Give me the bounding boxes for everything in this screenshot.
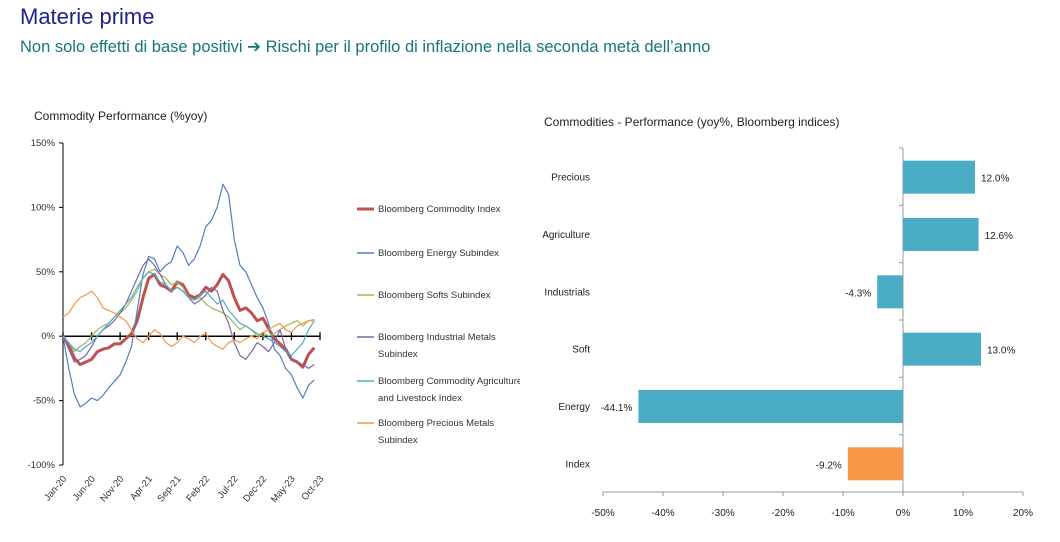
x-tick-label: Dec-22 <box>241 474 269 505</box>
value-label: 13.0% <box>987 346 1015 357</box>
x-tick-label: -10% <box>831 508 854 519</box>
x-tick-label: 20% <box>1013 508 1033 519</box>
y-tick-label: 50% <box>36 267 56 278</box>
category-label: Agriculture <box>542 230 590 241</box>
x-tick-label: -20% <box>771 508 794 519</box>
y-tick-label: 100% <box>31 202 56 213</box>
x-tick-label: May-23 <box>269 474 298 505</box>
category-label: Industrials <box>544 287 590 298</box>
legend-label: Bloomberg Commodity Agriculture and Lives… <box>378 376 520 404</box>
category-label: Soft <box>572 345 590 356</box>
legend-label: Bloomberg Commodity Index <box>378 204 501 215</box>
bar-soft <box>903 332 981 366</box>
series-line-5 <box>62 271 315 357</box>
y-tick-label: 0% <box>41 331 55 342</box>
series-line-6 <box>62 290 315 350</box>
x-tick-label: Oct-23 <box>300 474 327 503</box>
y-tick-label: -100% <box>28 460 56 471</box>
slide-title: Materie prime <box>20 4 155 29</box>
bar-chart-title: Commodities - Performance (yoy%, Bloombe… <box>544 115 839 129</box>
x-tick-label: -30% <box>711 508 734 519</box>
y-tick-label: -50% <box>33 396 56 407</box>
legend-label: Bloomberg Industrial Metals Subindex <box>378 332 496 360</box>
line-chart-title: Commodity Performance (%yoy) <box>34 109 207 123</box>
x-tick-label: Apr-21 <box>128 474 155 503</box>
value-label: -9.2% <box>816 460 842 471</box>
category-label: Index <box>566 459 590 470</box>
x-tick-label: Jun-20 <box>71 474 98 503</box>
value-label: 12.6% <box>985 231 1013 242</box>
bar-index <box>847 447 903 481</box>
category-label: Energy <box>558 402 590 413</box>
x-tick-label: Sep-21 <box>155 474 183 505</box>
x-tick-label: -40% <box>651 508 674 519</box>
category-label: Precious <box>551 173 590 184</box>
value-label: -44.1% <box>601 403 633 414</box>
x-tick-label: -50% <box>591 508 614 519</box>
x-tick-label: 0% <box>896 508 911 519</box>
x-tick-label: 10% <box>953 508 973 519</box>
line-chart: Commodity Performance (%yoy) 150% 100% 50%… <box>28 109 520 505</box>
series-line-2 <box>62 183 315 408</box>
bar-precious <box>903 160 975 194</box>
bar-industrials <box>877 275 903 309</box>
slide-subtitle: Non solo effetti di base positivi ➔ Risc… <box>20 38 711 56</box>
legend-label: Bloomberg Softs Subindex <box>378 290 491 301</box>
legend-label: Bloomberg Precious Metals Subindex <box>378 418 494 446</box>
x-tick-label: Nov-20 <box>98 474 126 505</box>
value-label: 12.0% <box>981 174 1009 185</box>
legend-label: Bloomberg Energy Subindex <box>378 248 499 259</box>
x-tick-label: Jul-22 <box>216 474 241 501</box>
series-line-1 <box>61 272 316 369</box>
x-tick-label: Jan-20 <box>42 474 69 503</box>
value-label: -4.3% <box>845 288 871 299</box>
bar-energy <box>638 390 903 423</box>
bar-chart: Commodities - Performance (yoy%, Bloombe… <box>542 115 1033 519</box>
x-tick-label: Feb-22 <box>184 474 212 504</box>
y-tick-label: 150% <box>31 138 56 149</box>
bar-agriculture <box>903 218 979 251</box>
